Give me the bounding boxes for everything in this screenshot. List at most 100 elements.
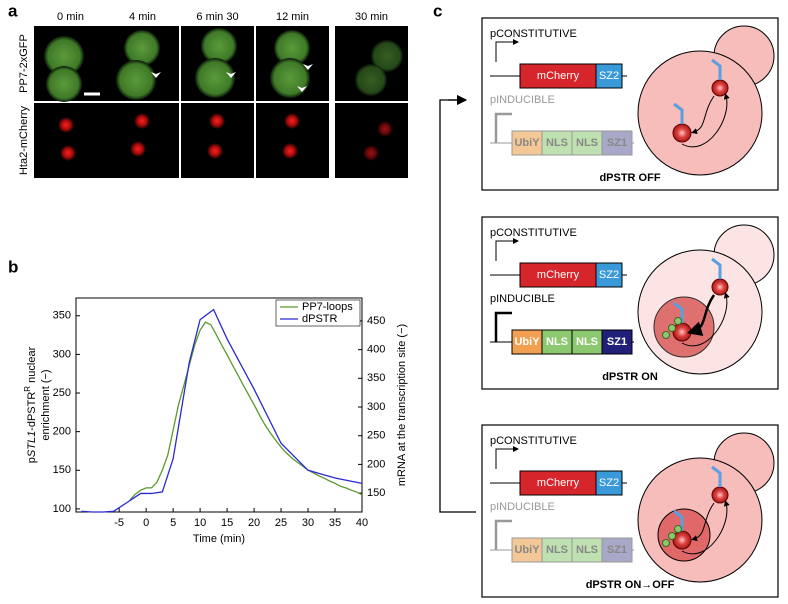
state-caption: dPSTR ON xyxy=(602,371,658,383)
gene-label: NLS xyxy=(576,544,598,556)
mcherry-protein xyxy=(672,530,692,550)
nucleus-signal xyxy=(363,145,379,161)
x-tick-label: 20 xyxy=(248,517,260,529)
gene-box xyxy=(571,329,603,355)
gene-box xyxy=(511,537,543,563)
gene-box xyxy=(541,329,573,355)
column-header: 30 min xyxy=(355,11,388,23)
ubiy-nls xyxy=(662,331,670,339)
promoter-arrow xyxy=(495,39,519,62)
x-tick-label: 5 xyxy=(170,517,176,529)
x-tick-label: 10 xyxy=(194,517,206,529)
y-tick-label: 100 xyxy=(53,503,71,515)
panel-label: b xyxy=(8,257,18,276)
gfp-cell xyxy=(201,28,237,64)
nucleus-signal xyxy=(134,113,150,129)
x-tick-label: -5 xyxy=(114,517,124,529)
plot-frame xyxy=(75,297,363,513)
nucleus-signal xyxy=(207,143,223,159)
flow-arrow xyxy=(691,502,715,541)
mcherry-protein xyxy=(672,123,692,143)
ubiy-nls xyxy=(674,525,682,533)
gene-label: UbiY xyxy=(514,137,540,149)
y2-tick-label: 250 xyxy=(367,430,385,442)
legend-label: dPSTR xyxy=(302,313,338,325)
ubiy-nls xyxy=(668,532,676,540)
y2-tick-label: 150 xyxy=(367,487,385,499)
arrowhead xyxy=(151,72,161,78)
flow-arrow xyxy=(681,292,730,347)
promoter-label: pINDUCIBLE xyxy=(490,293,555,305)
yeast-cell xyxy=(637,50,763,176)
gfp-cell xyxy=(371,40,403,72)
promoter-label: pCONSTITUTIVE xyxy=(490,28,577,40)
x-tick-label: 35 xyxy=(329,517,341,529)
gene-label: mCherry xyxy=(537,269,580,281)
panel-label: a xyxy=(8,1,18,20)
nucleus-signal xyxy=(377,121,393,137)
mcherry-protein xyxy=(711,278,729,296)
sz-tag xyxy=(711,58,722,80)
nucleus-signal xyxy=(284,113,300,129)
micrograph xyxy=(34,103,107,178)
y-axis-title-part: -dPSTR xyxy=(26,392,38,431)
sz-tag xyxy=(711,257,722,279)
gene-label: SZ2 xyxy=(599,477,619,489)
gene-label: NLS xyxy=(546,336,568,348)
gene-label: UbiY xyxy=(514,544,540,556)
nucleus-signal xyxy=(130,141,146,157)
gene-box xyxy=(595,470,623,496)
y2-tick-label: 450 xyxy=(367,315,385,327)
x-axis-title: Time (min) xyxy=(193,533,245,545)
gene-label: NLS xyxy=(546,137,568,149)
y2-axis-title: mRNA at the transcription site (−) xyxy=(396,324,408,486)
gene-box xyxy=(595,63,623,89)
flow-arrow xyxy=(681,500,730,555)
gene-label: UbiY xyxy=(514,336,540,348)
chart: -5 0 5 10 15 20 25 30 35 40 100 150 200 250 300 350 150 2… xyxy=(23,297,408,545)
y-tick-label: 300 xyxy=(53,348,71,360)
gene-box xyxy=(595,262,623,288)
promoter-arrow xyxy=(495,446,519,469)
flow-arrow xyxy=(681,93,730,148)
panel-label: c xyxy=(433,1,442,20)
arrowhead xyxy=(226,72,236,78)
gfp-cell xyxy=(116,60,156,100)
ubiy-nls xyxy=(668,324,676,332)
y-axis-title-part: STL1 xyxy=(26,431,38,457)
gene-box xyxy=(511,130,543,156)
gfp-cell xyxy=(44,36,84,76)
gene-label: SZ1 xyxy=(607,137,627,149)
gfp-cell xyxy=(46,66,82,102)
gene-box xyxy=(519,63,597,89)
y2-tick-label: 400 xyxy=(367,344,385,356)
gfp-cell xyxy=(195,58,235,98)
x-tick-label: 40 xyxy=(356,517,368,529)
row-label: PP7-2xGFP xyxy=(18,34,30,93)
gfp-cell xyxy=(274,30,310,66)
sz-tag xyxy=(673,102,684,124)
y2-tick-label: 300 xyxy=(367,401,385,413)
gene-box xyxy=(601,130,633,156)
y-axis-title-part: nuclear xyxy=(26,346,38,385)
diagram-panel: pCONSTITUTIVE mCherry SZ2 pINDUCIBLE UbiY NLS… xyxy=(439,17,779,598)
promoter-label: pCONSTITUTIVE xyxy=(490,227,577,239)
y-tick-label: 200 xyxy=(53,426,71,438)
microscopy-panel: 0 min 4 min 6 min 30 12 min 30 min PP7-2xGFP H… xyxy=(18,11,408,178)
ubiy-nls xyxy=(674,317,682,325)
legend-box xyxy=(275,299,361,327)
gene-label: NLS xyxy=(576,137,598,149)
cycle-line xyxy=(439,99,476,513)
flow-arrow xyxy=(691,95,715,134)
gene-label: SZ2 xyxy=(599,269,619,281)
y-axis-title: pSTL1-dPSTRR nuclear xyxy=(23,346,38,463)
x-tick-label: 25 xyxy=(275,517,287,529)
gfp-cell xyxy=(270,58,310,98)
gene-label: SZ1 xyxy=(607,336,627,348)
sz-tag xyxy=(673,301,684,323)
y-tick-label: 250 xyxy=(53,387,71,399)
micrograph xyxy=(335,103,408,178)
y-tick-label: 150 xyxy=(53,464,71,476)
nucleus-signal xyxy=(58,117,74,133)
gene-box xyxy=(541,130,573,156)
